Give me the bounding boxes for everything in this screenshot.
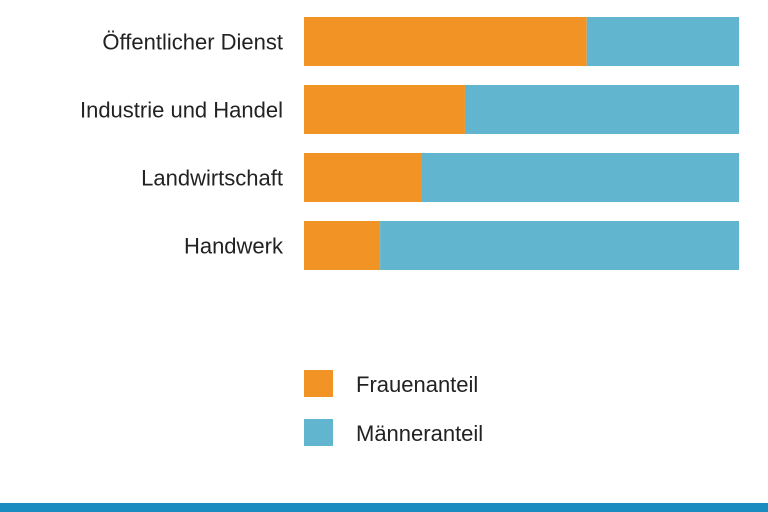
bar-maenneranteil xyxy=(586,17,739,66)
legend-label: Frauenanteil xyxy=(356,372,478,397)
category-label: Öffentlicher Dienst xyxy=(102,30,283,55)
footer-stripe xyxy=(0,503,768,512)
legend-label: Männeranteil xyxy=(356,421,483,446)
bar-frauenanteil xyxy=(304,153,422,202)
legend-swatch xyxy=(304,370,333,397)
category-label: Landwirtschaft xyxy=(141,166,283,191)
bar-maenneranteil xyxy=(464,85,739,134)
bar-frauenanteil xyxy=(304,221,381,270)
bar-frauenanteil xyxy=(304,17,587,66)
category-label: Handwerk xyxy=(184,234,284,259)
bar-maenneranteil xyxy=(421,153,739,202)
bar-frauenanteil xyxy=(304,85,465,134)
bar-maenneranteil xyxy=(380,221,739,270)
legend-swatch xyxy=(304,419,333,446)
category-label: Industrie und Handel xyxy=(80,98,283,123)
